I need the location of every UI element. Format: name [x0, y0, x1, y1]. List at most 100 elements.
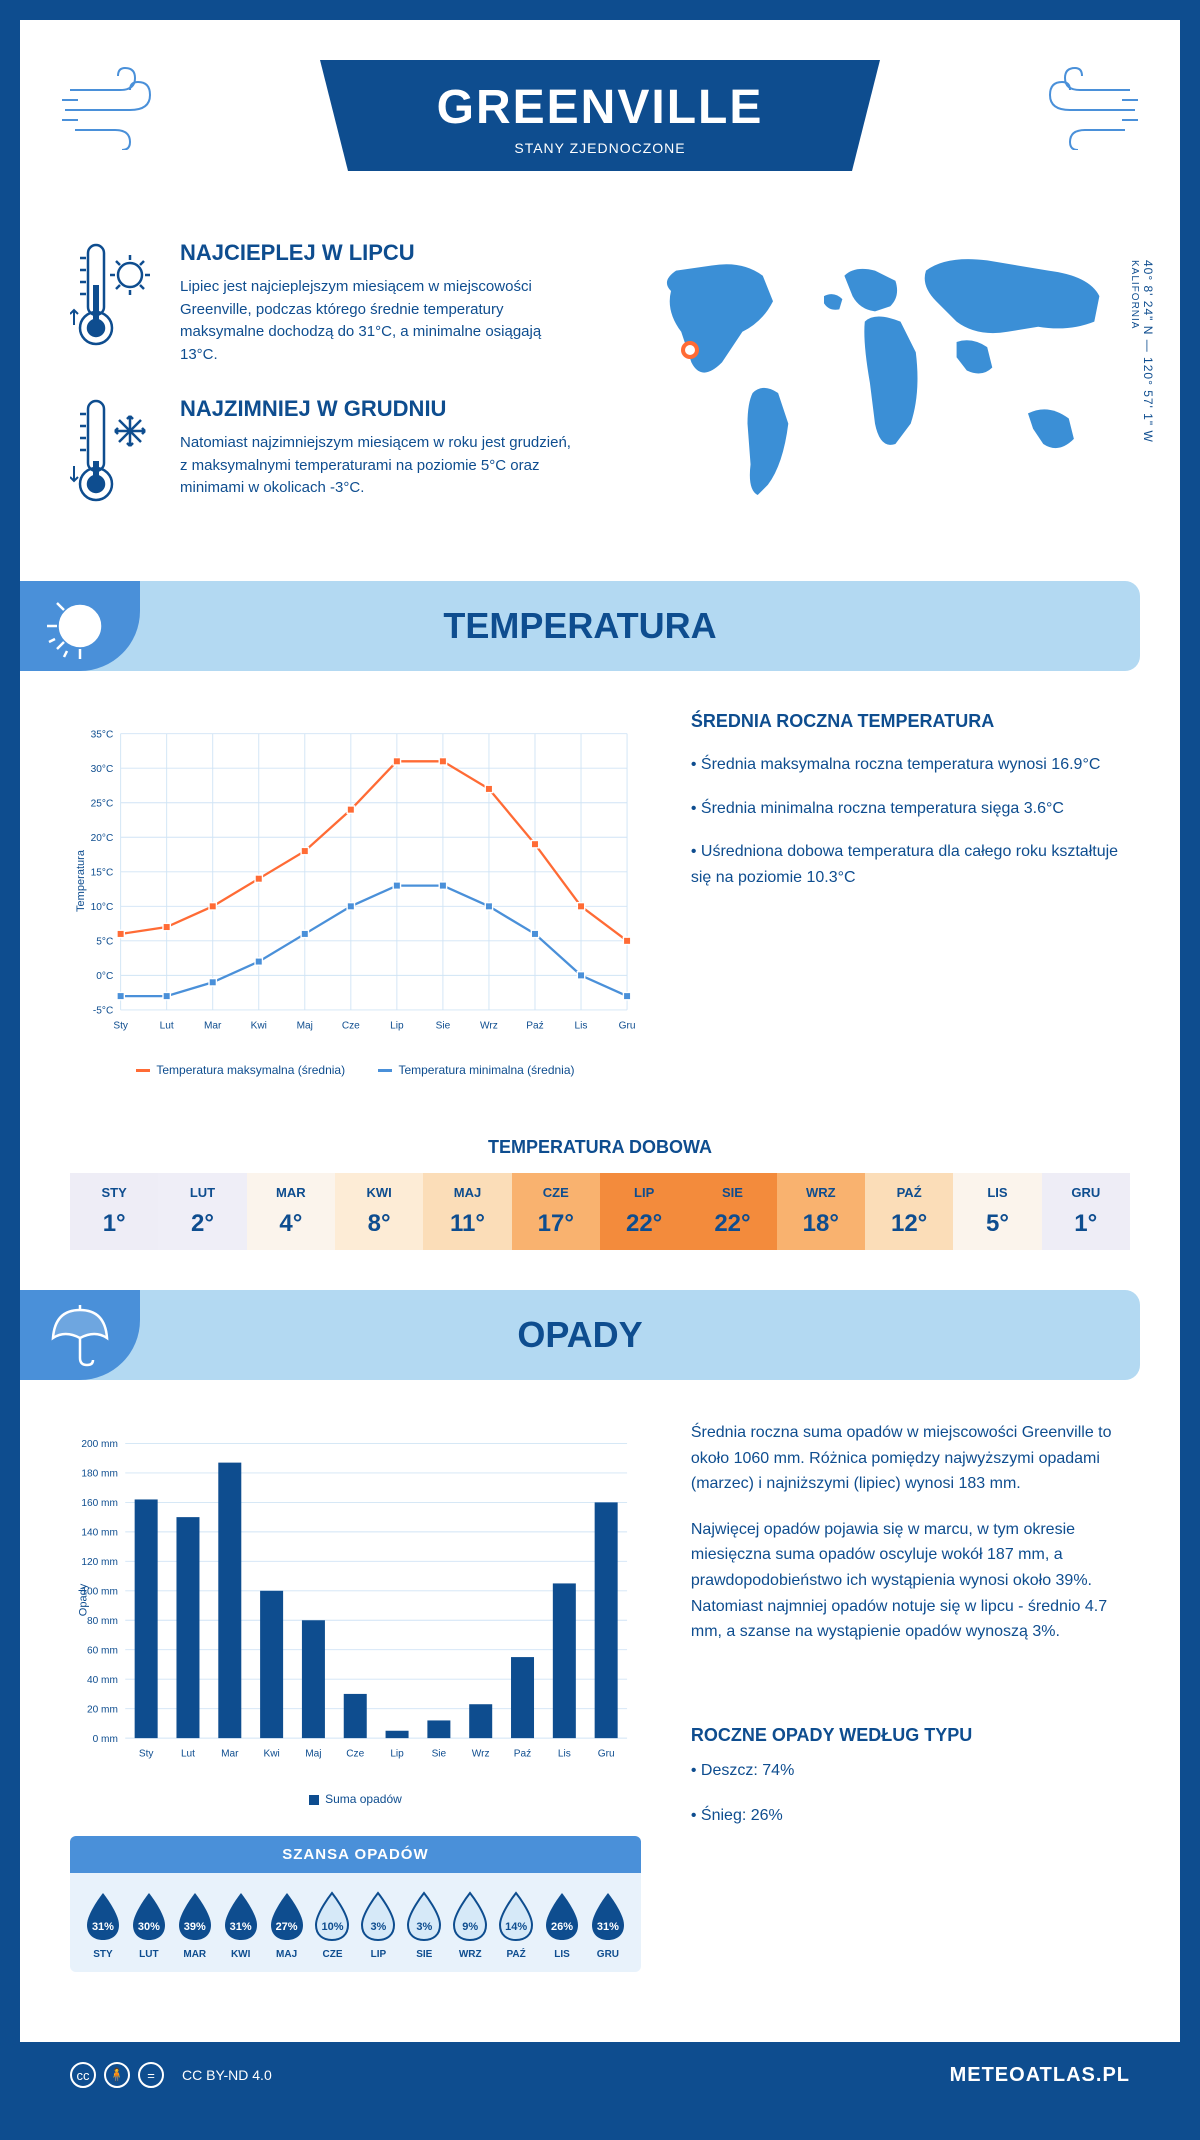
svg-text:Opady: Opady — [78, 1583, 90, 1616]
country-name: STANY ZJEDNOCZONE — [380, 140, 820, 156]
chance-drop: 31% KWI — [218, 1891, 264, 1960]
precip-type-heading: ROCZNE OPADY WEDŁUG TYPU — [691, 1725, 1130, 1746]
chance-drop: 26% LIS — [539, 1891, 585, 1960]
chance-month: MAJ — [264, 1949, 310, 1960]
svg-text:Cze: Cze — [342, 1020, 360, 1031]
chance-value: 10% — [311, 1921, 353, 1933]
svg-text:20°C: 20°C — [91, 833, 114, 844]
daily-month: MAR — [247, 1185, 335, 1200]
chance-month: LIP — [355, 1949, 401, 1960]
license-text: CC BY-ND 4.0 — [182, 2067, 272, 2083]
svg-text:Sty: Sty — [113, 1020, 129, 1031]
coldest-text: Natomiast najzimniejszym miesiącem w rok… — [180, 432, 580, 500]
daily-value: 4° — [247, 1210, 335, 1238]
daily-cell: CZE 17° — [512, 1173, 600, 1250]
daily-value: 18° — [777, 1210, 865, 1238]
chance-month: GRU — [585, 1949, 631, 1960]
world-map — [620, 240, 1130, 520]
daily-month: KWI — [335, 1185, 423, 1200]
svg-text:Lip: Lip — [390, 1749, 404, 1760]
daily-month: STY — [70, 1185, 158, 1200]
wind-icon — [60, 60, 170, 164]
daily-value: 17° — [512, 1210, 600, 1238]
svg-text:Wrz: Wrz — [472, 1749, 490, 1760]
daily-cell: GRU 1° — [1042, 1173, 1130, 1250]
chance-heading: SZANSA OPADÓW — [70, 1836, 641, 1873]
daily-value: 22° — [688, 1210, 776, 1238]
daily-cell: LIS 5° — [953, 1173, 1041, 1250]
chance-drop: 31% GRU — [585, 1891, 631, 1960]
svg-text:25°C: 25°C — [91, 798, 114, 809]
intro-facts: NAJCIEPLEJ W LIPCU Lipiec jest najcieple… — [70, 240, 580, 541]
svg-text:Lut: Lut — [181, 1749, 195, 1760]
license-block: cc 🧍 = CC BY-ND 4.0 — [70, 2062, 272, 2088]
daily-cell: MAJ 11° — [423, 1173, 511, 1250]
svg-text:Paź: Paź — [526, 1020, 543, 1031]
chance-value: 3% — [357, 1921, 399, 1933]
infographic-page: GREENVILLE STANY ZJEDNOCZONE — [20, 20, 1180, 2108]
temperature-legend: Temperatura maksymalna (średnia) Tempera… — [70, 1063, 641, 1077]
svg-text:Wrz: Wrz — [480, 1020, 498, 1031]
svg-text:Maj: Maj — [305, 1749, 321, 1760]
svg-text:Kwi: Kwi — [263, 1749, 279, 1760]
chance-drop: 31% STY — [80, 1891, 126, 1960]
cc-icon: cc — [70, 2062, 96, 2088]
svg-text:Sie: Sie — [436, 1020, 451, 1031]
precip-section-header: OPADY — [20, 1290, 1140, 1380]
chance-value: 31% — [82, 1921, 124, 1933]
temperature-content: -5°C0°C5°C10°C15°C20°C25°C30°C35°CStyLut… — [20, 671, 1180, 1117]
daily-cell: PAŹ 12° — [865, 1173, 953, 1250]
coordinates: 40° 8' 24" N — 120° 57' 1" W KALIFORNIA — [1127, 260, 1155, 443]
avg-temp-bullet: • Średnia minimalna roczna temperatura s… — [691, 796, 1130, 822]
daily-value: 2° — [158, 1210, 246, 1238]
thermometer-cold-icon — [70, 396, 160, 511]
daily-value: 22° — [600, 1210, 688, 1238]
svg-text:Kwi: Kwi — [251, 1020, 267, 1031]
daily-temp-heading: TEMPERATURA DOBOWA — [20, 1137, 1180, 1158]
daily-value: 1° — [1042, 1210, 1130, 1238]
legend-precip-label: Suma opadów — [325, 1792, 402, 1806]
region-label: KALIFORNIA — [1129, 260, 1140, 329]
daily-cell: SIE 22° — [688, 1173, 776, 1250]
svg-text:Sie: Sie — [432, 1749, 447, 1760]
daily-value: 1° — [70, 1210, 158, 1238]
header: GREENVILLE STANY ZJEDNOCZONE — [20, 20, 1180, 220]
daily-month: SIE — [688, 1185, 776, 1200]
precip-type-bullet: • Deszcz: 74% — [691, 1758, 1130, 1784]
brand-name: METEOATLAS.PL — [950, 2064, 1130, 2087]
daily-cell: KWI 8° — [335, 1173, 423, 1250]
chance-month: MAR — [172, 1949, 218, 1960]
chance-drop: 14% PAŹ — [493, 1891, 539, 1960]
legend-max-label: Temperatura maksymalna (średnia) — [156, 1063, 345, 1077]
svg-text:35°C: 35°C — [91, 729, 114, 740]
by-icon: 🧍 — [104, 2062, 130, 2088]
svg-text:Gru: Gru — [598, 1749, 615, 1760]
svg-text:Maj: Maj — [297, 1020, 313, 1031]
daily-value: 5° — [953, 1210, 1041, 1238]
daily-value: 12° — [865, 1210, 953, 1238]
precip-chart: 0 mm20 mm40 mm60 mm80 mm100 mm120 mm140 … — [70, 1420, 641, 1972]
chance-drop: 30% LUT — [126, 1891, 172, 1960]
precip-info: Średnia roczna suma opadów w miejscowośc… — [691, 1420, 1130, 1972]
chance-value: 26% — [541, 1921, 583, 1933]
svg-text:Paź: Paź — [514, 1749, 531, 1760]
svg-text:Lis: Lis — [575, 1020, 588, 1031]
svg-text:Lip: Lip — [390, 1020, 404, 1031]
precip-title: OPADY — [140, 1314, 1140, 1356]
precip-legend: Suma opadów — [70, 1792, 641, 1806]
daily-month: PAŹ — [865, 1185, 953, 1200]
svg-text:160 mm: 160 mm — [81, 1498, 118, 1509]
temperature-chart: -5°C0°C5°C10°C15°C20°C25°C30°C35°CStyLut… — [70, 711, 641, 1077]
svg-text:Cze: Cze — [346, 1749, 364, 1760]
title-banner: GREENVILLE STANY ZJEDNOCZONE — [320, 60, 880, 171]
daily-month: WRZ — [777, 1185, 865, 1200]
svg-text:80 mm: 80 mm — [87, 1616, 118, 1627]
svg-text:0 mm: 0 mm — [93, 1734, 118, 1745]
chance-value: 3% — [403, 1921, 445, 1933]
thermometer-hot-icon — [70, 240, 160, 366]
precip-chance-box: SZANSA OPADÓW 31% STY 30% LUT 39% MAR 31… — [70, 1836, 641, 1972]
temperature-info: ŚREDNIA ROCZNA TEMPERATURA • Średnia mak… — [691, 711, 1130, 1077]
warmest-fact: NAJCIEPLEJ W LIPCU Lipiec jest najcieple… — [70, 240, 580, 366]
svg-text:Temperatura: Temperatura — [75, 849, 87, 912]
chance-value: 14% — [495, 1921, 537, 1933]
